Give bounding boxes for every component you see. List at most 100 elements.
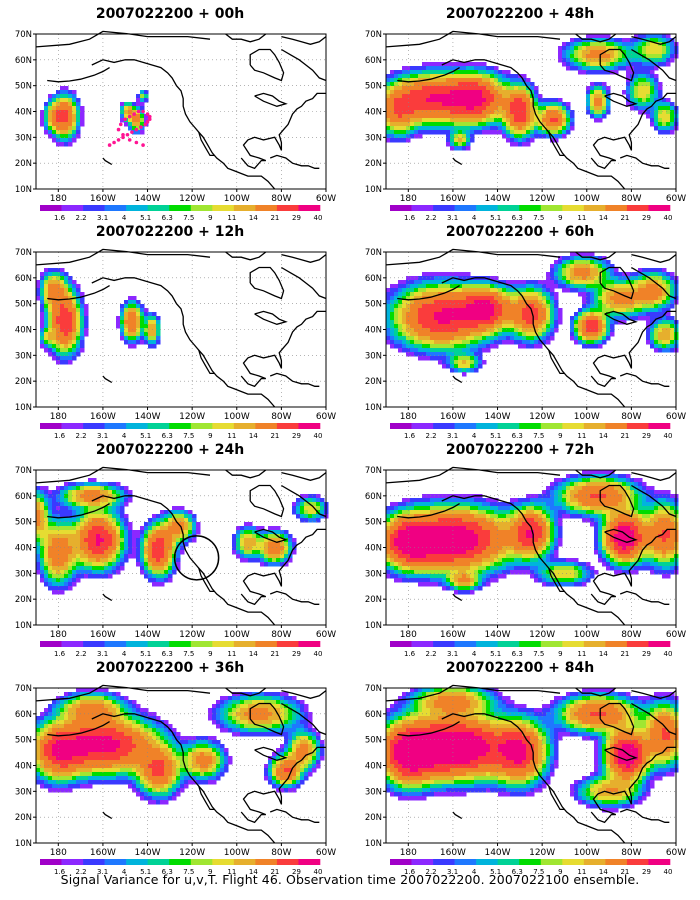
lat-tick-label: 50N (15, 82, 32, 92)
colorbar-label: 9 (208, 650, 212, 658)
colorbar-swatch (433, 423, 455, 429)
colorbar-label: 9 (208, 432, 212, 440)
grid-lines (386, 34, 676, 189)
colorbar-label: 4 (122, 432, 127, 440)
lon-tick-label: 60W (666, 630, 686, 640)
colorbar-swatch (626, 205, 649, 211)
colorbar-swatch (390, 205, 412, 211)
map-plot: 70N 60N 50N 40N 30N 20N 10N 180 160W 140W 120W 100W… (365, 30, 686, 222)
lon-tick-label: 80W (271, 630, 291, 640)
colorbar-label: 29 (642, 432, 651, 440)
coastlines (385, 466, 677, 626)
colorbar-swatch (454, 641, 477, 647)
colorbar-label: 11 (227, 650, 236, 658)
colorbar: 1.6 2.2 3.1 4 5.1 6.3 7.5 9 11 14 21 29 40 (40, 641, 322, 658)
panel-title: 2007022200 + 60h (445, 224, 595, 240)
colorbar-label: 29 (292, 214, 301, 222)
lon-tick-label: 180 (400, 848, 417, 858)
colorbar-swatch (83, 423, 105, 429)
lon-tick-label: 140W (484, 630, 510, 640)
lat-tick-label: 20N (15, 595, 32, 605)
colorbar-swatch (126, 641, 148, 647)
lat-tick-label: 30N (365, 787, 382, 797)
grid-lines (36, 34, 326, 189)
colorbar-swatch (390, 423, 412, 429)
lon-tick-label: 180 (50, 194, 67, 204)
lat-tick-label: 30N (365, 133, 382, 143)
colorbar-label: 21 (620, 868, 629, 876)
lat-tick-label: 30N (15, 133, 32, 143)
lon-tick-label: 100W (224, 630, 250, 640)
colorbar-label: 21 (270, 214, 279, 222)
colorbar-swatch (497, 423, 520, 429)
lat-tick-label: 20N (15, 813, 32, 823)
lat-tick-label: 30N (365, 569, 382, 579)
colorbar-swatch (276, 859, 299, 865)
colorbar-label: 29 (642, 650, 651, 658)
colorbar-swatch (497, 205, 520, 211)
lon-tick-label: 100W (224, 848, 250, 858)
colorbar-swatch (433, 205, 455, 211)
lat-tick-label: 30N (15, 351, 32, 361)
lat-tick-label: 40N (15, 108, 32, 118)
colorbar-label: 6.3 (512, 432, 523, 440)
lat-tick-label: 40N (15, 762, 32, 772)
colorbar-label: 3.1 (447, 432, 458, 440)
lon-tick-label: 120W (529, 630, 555, 640)
lat-tick-label: 40N (365, 108, 382, 118)
colorbar-label: 29 (642, 868, 651, 876)
colorbar-swatch (433, 641, 455, 647)
colorbar-swatch (476, 859, 498, 865)
lon-tick-label: 160W (440, 630, 466, 640)
lon-tick-label: 160W (90, 194, 116, 204)
lat-tick-label: 60N (365, 56, 382, 66)
colorbar-label: 3.1 (97, 214, 108, 222)
colorbar-label: 21 (620, 432, 629, 440)
lon-tick-label: 80W (271, 412, 291, 422)
colorbar-label: 9 (558, 432, 562, 440)
lon-tick-label: 180 (50, 848, 67, 858)
colorbar-swatch (411, 859, 434, 865)
colorbar-label: 9 (208, 214, 212, 222)
colorbar-swatch (40, 205, 62, 211)
lon-tick-label: 60W (316, 848, 336, 858)
panel-title: 2007022200 + 00h (95, 6, 245, 22)
coastlines (35, 248, 327, 408)
colorbar-swatch (61, 423, 84, 429)
colorbar-label: 5.1 (490, 650, 501, 658)
lat-tick-label: 10N (365, 403, 382, 413)
grid-lines (386, 688, 676, 843)
colorbar-swatch (583, 859, 606, 865)
colorbar-swatch (562, 423, 585, 429)
lat-tick-label: 20N (15, 159, 32, 169)
colorbar-label: 2.2 (426, 650, 437, 658)
colorbar-swatch (147, 205, 170, 211)
colorbar-swatch (497, 641, 520, 647)
lon-tick-label: 140W (134, 412, 160, 422)
colorbar-label: 40 (664, 432, 673, 440)
colorbar-swatch (519, 859, 542, 865)
lon-tick-label: 60W (666, 194, 686, 204)
lat-tick-label: 10N (15, 839, 32, 849)
colorbar-label: 4 (122, 214, 127, 222)
lat-tick-label: 40N (365, 544, 382, 554)
variance-field (386, 470, 679, 595)
lat-tick-label: 50N (365, 736, 382, 746)
colorbar: 1.6 2.2 3.1 4 5.1 6.3 7.5 9 11 14 21 29 40 (390, 423, 672, 440)
colorbar-swatch (476, 205, 498, 211)
colorbar-label: 40 (314, 432, 323, 440)
colorbar-swatch (626, 641, 649, 647)
colorbar-swatch (583, 641, 606, 647)
colorbar-swatch (61, 859, 84, 865)
colorbar-swatch (255, 423, 278, 429)
colorbar-swatch (605, 423, 628, 429)
colorbar-label: 5.1 (140, 214, 151, 222)
lon-tick-label: 140W (134, 194, 160, 204)
lat-tick-label: 10N (365, 839, 382, 849)
colorbar-swatch (169, 423, 192, 429)
map-panel-48h: 2007022200 + 48h 70N 60N 50N 40N 30N 20N 10N 180… (350, 2, 690, 222)
colorbar-label: 6.3 (512, 868, 523, 876)
colorbar-swatch (476, 423, 498, 429)
colorbar-swatch (298, 205, 321, 211)
grid-lines (36, 688, 326, 843)
